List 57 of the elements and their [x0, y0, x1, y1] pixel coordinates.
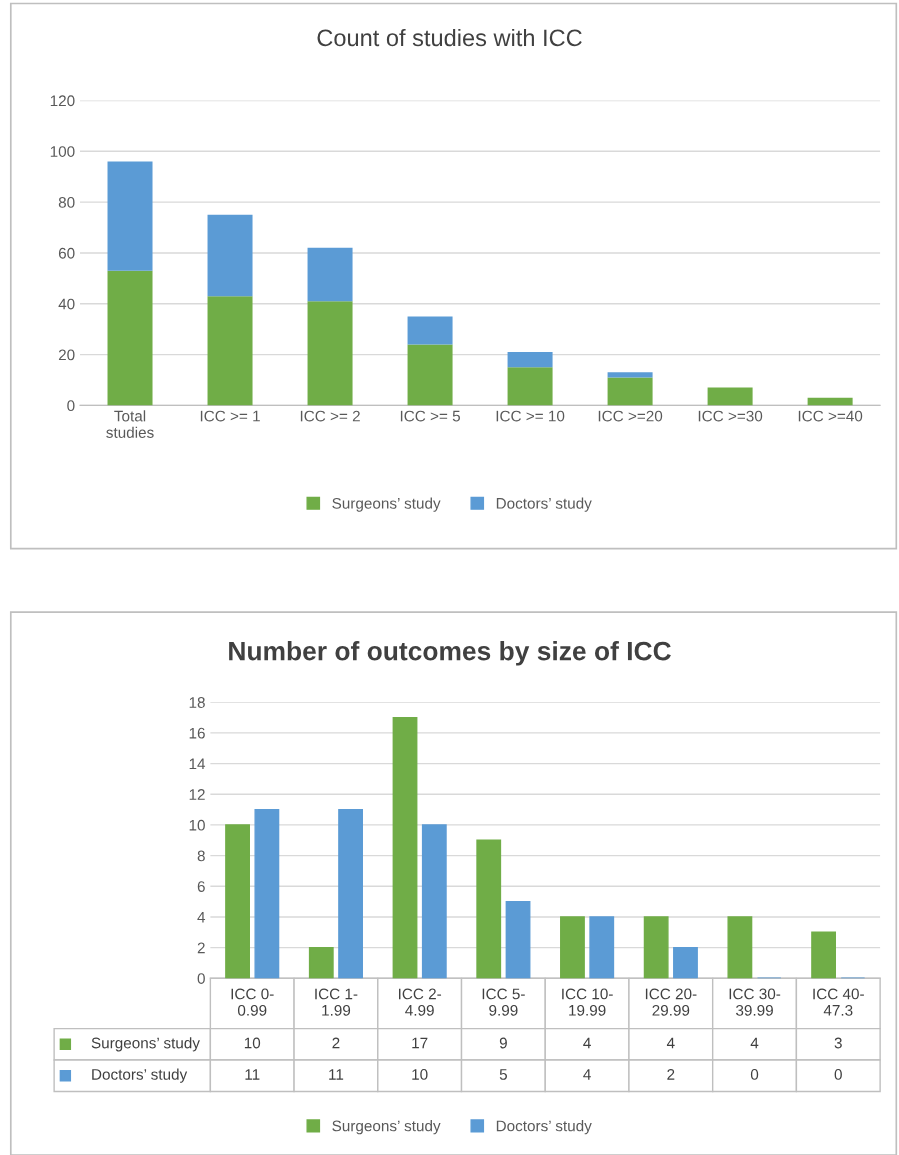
data-label: 11: [329, 1069, 344, 1080]
data-label: 0: [834, 1069, 842, 1080]
y-tick-label: 100: [50, 146, 75, 157]
y-tick-label: 8: [197, 850, 205, 862]
data-label: 2: [667, 1069, 675, 1080]
category-label: ICC 10-19.99: [562, 988, 613, 1016]
data-label: 4: [583, 1069, 591, 1080]
y-tick-label: 40: [58, 298, 75, 310]
data-label: 4: [750, 1037, 759, 1049]
legend-label: Surgeons’ study: [91, 1037, 200, 1052]
data-label: 10: [244, 1037, 261, 1049]
y-tick-label: 18: [189, 697, 205, 708]
data-label: 4: [666, 1037, 675, 1049]
category-label: ICC 2-4.99: [399, 988, 442, 1016]
x-tick-label: ICC >= 10: [496, 410, 565, 422]
category-label: ICC 20-29.99: [645, 988, 697, 1016]
chart-title: Number of outcomes by size of ICC: [229, 641, 671, 666]
x-tick-label: ICC >=20: [598, 410, 663, 422]
x-tick-label: ICC >= 1: [200, 410, 260, 422]
data-label: 0: [750, 1069, 759, 1080]
y-tick-label: 6: [197, 881, 205, 892]
x-tick-label: ICC >= 5: [400, 410, 460, 422]
text: Surgeons’ study: [332, 1120, 441, 1135]
category-label: ICC 30-39.99: [729, 988, 781, 1016]
data-label: 2: [332, 1037, 340, 1049]
data-label: 3: [834, 1037, 842, 1049]
y-tick-label: 14: [189, 758, 206, 770]
y-tick-label: 60: [58, 247, 75, 259]
data-label: 17: [412, 1037, 428, 1049]
category-label: ICC 0-0.99: [231, 988, 274, 1016]
x-tick-label: ICC >=30: [698, 410, 763, 422]
data-label: 5: [499, 1069, 507, 1080]
y-tick-label: 2: [197, 942, 205, 954]
legend-label: Doctors’ study: [92, 1068, 188, 1083]
y-tick-label: 0: [197, 973, 205, 984]
y-tick-label: 20: [58, 349, 75, 361]
category-label: ICC 1-1.99: [315, 988, 358, 1016]
data-label: 9: [499, 1037, 507, 1049]
y-tick-label: 80: [58, 196, 75, 208]
y-tick-label: 16: [189, 727, 205, 739]
chart-title: Count of studies with ICC: [317, 28, 582, 47]
y-tick-label: 10: [189, 819, 205, 831]
x-tick-label: ICC >=40: [798, 410, 863, 422]
x-tick-label: Total studies: [106, 410, 154, 438]
y-tick-label: 4: [197, 911, 206, 923]
data-label: 10: [412, 1069, 428, 1080]
legend-label: Doctors’ study: [496, 497, 592, 512]
category-label: ICC 5-9.99: [482, 988, 525, 1016]
legend-label: Surgeons’ study: [332, 497, 441, 512]
y-tick-label: 0: [67, 400, 75, 412]
data-label: 11: [245, 1069, 260, 1080]
x-tick-label: ICC >= 2: [300, 410, 360, 422]
category-label: ICC 40-47.3: [813, 988, 864, 1016]
data-label: 4: [583, 1037, 591, 1049]
y-tick-label: 12: [189, 789, 205, 800]
text: Doctors’ study: [496, 1120, 592, 1135]
y-tick-label: 120: [50, 95, 75, 107]
